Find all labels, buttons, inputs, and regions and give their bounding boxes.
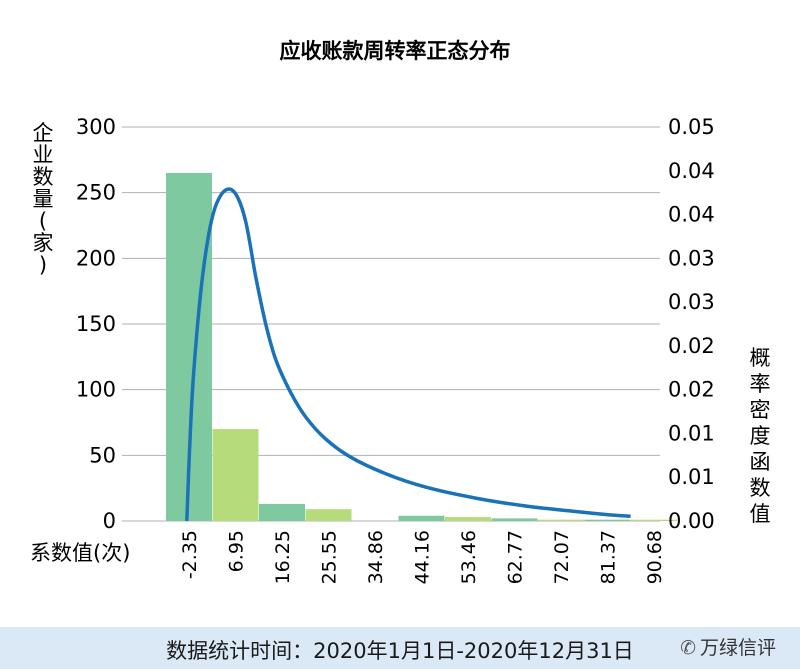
footer-bar: 数据统计时间：2020年1月1日-2020年12月31日 ✆ 万绿信评 xyxy=(0,627,800,669)
right-tick-label: 0.05 xyxy=(668,115,715,139)
right-tick-label: 0.01 xyxy=(668,465,715,489)
right-tick-label: 0.00 xyxy=(668,509,715,533)
right-axis-label: 概率密度函数值 xyxy=(750,346,771,526)
bars-group xyxy=(166,172,677,521)
right-axis-ticks: 0.00 0.01 0.01 0.02 0.02 0.03 0.03 0.04 0.04 0.05 xyxy=(668,115,715,533)
x-tick-label: 44.16 xyxy=(412,530,434,584)
x-axis-ticks: -2.35 6.95 16.25 25.55 34.86 44.16 53.46 62.77 7… xyxy=(179,530,666,584)
density-curve xyxy=(185,187,631,522)
x-tick-label: 72.07 xyxy=(551,530,573,584)
watermark-label: 万绿信评 xyxy=(699,637,776,659)
bar xyxy=(445,517,491,521)
left-tick-label: 0 xyxy=(103,509,116,533)
right-tick-label: 0.03 xyxy=(668,246,715,270)
right-tick-label: 0.01 xyxy=(668,421,715,445)
bar xyxy=(212,429,259,521)
footer-date-range: 数据统计时间：2020年1月1日-2020年12月31日 xyxy=(166,639,634,663)
left-axis-ticks: 0 50 100 150 200 250 300 xyxy=(76,115,116,533)
bar xyxy=(538,519,584,521)
left-axis-label: 企业数量(家) xyxy=(33,121,54,277)
x-tick-label: 81.37 xyxy=(598,530,620,584)
x-tick-label: -2.35 xyxy=(179,530,201,579)
chart-title: 应收账款周转率正态分布 xyxy=(280,39,511,63)
left-tick-label: 50 xyxy=(89,443,116,467)
x-axis-label: 系数值(次) xyxy=(30,541,130,565)
left-tick-label: 250 xyxy=(76,181,116,205)
right-tick-label: 0.04 xyxy=(668,159,715,183)
watermark: ✆ 万绿信评 xyxy=(680,633,776,660)
x-tick-label: 34.86 xyxy=(365,530,387,584)
bar xyxy=(631,519,677,521)
left-tick-label: 150 xyxy=(76,312,116,336)
x-tick-label: 53.46 xyxy=(458,530,480,584)
wechat-icon: ✆ xyxy=(680,637,696,659)
x-tick-label: 16.25 xyxy=(272,530,294,584)
left-tick-label: 200 xyxy=(76,246,116,270)
left-tick-label: 300 xyxy=(76,115,116,139)
right-tick-label: 0.03 xyxy=(668,290,715,314)
bar xyxy=(398,515,445,521)
x-tick-label: 62.77 xyxy=(505,530,527,584)
bar xyxy=(259,503,305,521)
x-tick-label: 90.68 xyxy=(644,530,666,584)
right-tick-label: 0.02 xyxy=(668,378,715,402)
right-tick-label: 0.02 xyxy=(668,334,715,358)
bar xyxy=(305,509,352,521)
bar xyxy=(584,519,631,521)
bar xyxy=(491,518,538,521)
left-tick-label: 100 xyxy=(76,378,116,402)
right-tick-label: 0.04 xyxy=(668,203,715,227)
x-tick-label: 25.55 xyxy=(319,530,341,584)
x-tick-label: 6.95 xyxy=(226,530,248,572)
